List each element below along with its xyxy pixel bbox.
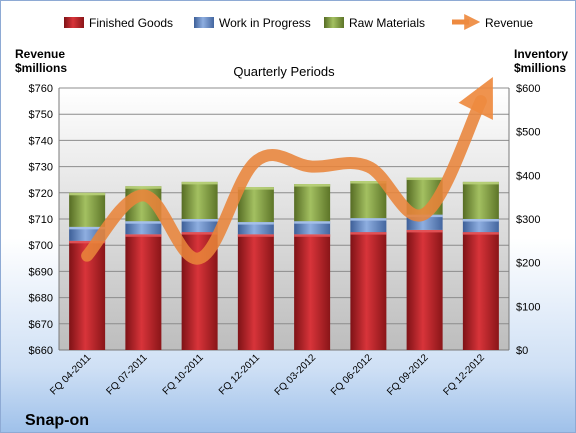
revenue-point-6 [424,213,426,215]
x-tick-label-4: FQ 03-2012 [273,352,319,398]
bar-raw-materials-0 [69,192,106,227]
bar-work-in-progress-1 [125,221,162,235]
legend-label-work-in-progress: Work in Progress [219,16,311,30]
bar-top-raw-materials-3 [237,187,274,190]
bar-finished-goods-6 [406,229,443,350]
revenue-line-layer [81,77,493,265]
bar-top-raw-materials-5 [350,181,387,184]
bar-top-finished-goods-0 [69,240,106,244]
left-tick-label-10: $760 [29,83,53,95]
right-tick-label-6: $600 [516,83,540,95]
bar-top-finished-goods-5 [350,232,387,235]
x-tick-label-0: FQ 04-2011 [48,352,93,397]
bar-work-in-progress-3 [237,222,274,235]
legend-swatch-raw-materials [324,17,344,28]
legend-swatch-work-in-progress [194,17,214,28]
right-tick-label-4: $400 [516,170,540,182]
left-tick-label-9: $750 [29,109,53,121]
bar-raw-materials-4 [294,184,331,222]
chart-title: Quarterly Periods [233,64,335,79]
bar-raw-materials-7 [462,181,499,219]
legend-label-raw-materials: Raw Materials [349,16,425,30]
right-tick-label-2: $200 [516,258,540,270]
left-tick-label-7: $730 [29,162,53,174]
right-axis-title-line2: $millions [514,61,566,75]
right-tick-label-3: $300 [516,214,540,226]
revenue-point-7 [480,100,482,102]
bar-finished-goods-1 [125,234,162,350]
left-tick-label-5: $710 [29,214,53,226]
bar-top-raw-materials-1 [125,186,162,189]
bar-top-raw-materials-4 [294,184,331,187]
left-axis-ticks: $660 $670 $680 $690 $700 $710 $720 $730 $740 $750… [29,83,53,357]
bar-top-work-in-progress-3 [237,222,274,225]
left-tick-label-4: $700 [29,240,53,252]
revenue-line [81,77,493,265]
right-tick-label-1: $100 [516,301,540,313]
x-tick-label-1: FQ 07-2011 [105,352,150,397]
bar-finished-goods-4 [294,234,331,350]
right-axis-ticks: $0 $100 $200 $300 $400 $500 $600 [516,83,540,357]
bar-top-finished-goods-2 [181,232,218,235]
bar-finished-goods-5 [350,232,387,350]
bar-top-work-in-progress-2 [181,219,218,222]
right-tick-label-5: $500 [516,127,540,139]
bar-top-finished-goods-1 [125,234,162,237]
x-tick-label-5: FQ 06-2012 [329,352,375,398]
revenue-point-0 [86,255,88,257]
bar-top-work-in-progress-4 [294,221,331,224]
company-name: Snap-on [25,412,89,429]
left-axis-title-line1: Revenue [15,47,65,61]
left-tick-label-1: $670 [29,319,53,331]
legend-swatch-finished-goods [64,17,84,28]
revenue-point-3 [255,160,257,162]
bar-top-finished-goods-7 [462,232,499,235]
right-axis-title-line1: Inventory [514,47,568,61]
bar-work-in-progress-2 [181,219,218,233]
bar-top-work-in-progress-7 [462,219,499,222]
left-tick-label-8: $740 [29,135,53,147]
bar-top-finished-goods-6 [406,229,443,233]
bar-top-raw-materials-2 [181,181,218,185]
bar-top-work-in-progress-1 [125,221,162,224]
bar-raw-materials-5 [350,181,387,219]
bar-work-in-progress-5 [350,218,387,233]
bar-top-raw-materials-0 [69,192,106,196]
bar-top-work-in-progress-5 [350,218,387,221]
bar-work-in-progress-7 [462,219,499,233]
bar-top-finished-goods-4 [294,234,331,237]
bar-top-finished-goods-3 [237,234,274,237]
left-tick-label-3: $690 [29,266,53,278]
left-axis-title-line2: $millions [15,61,67,75]
revenue-point-5 [367,166,369,168]
bar-raw-materials-3 [237,187,274,223]
revenue-point-2 [199,257,201,259]
x-tick-label-6: FQ 09-2012 [385,352,431,398]
legend: Finished Goods Work in Progress Raw Mate… [64,13,533,31]
x-tick-label-7: FQ 12-2012 [441,352,487,398]
left-tick-label-0: $660 [29,345,53,357]
x-tick-label-3: FQ 12-2011 [217,352,262,397]
bar-raw-materials-2 [181,181,218,219]
legend-label-finished-goods: Finished Goods [89,16,173,30]
revenue-point-4 [311,166,313,168]
left-tick-label-6: $720 [29,188,53,200]
x-axis-labels: FQ 04-2011 FQ 07-2011 FQ 10-2011 FQ 12-2011… [48,352,487,398]
bar-work-in-progress-4 [294,221,331,235]
bar-finished-goods-3 [237,234,274,350]
bar-top-raw-materials-7 [462,181,499,185]
legend-label-revenue: Revenue [485,16,533,30]
right-tick-label-0: $0 [516,345,528,357]
bar-top-raw-materials-6 [406,177,443,181]
x-tick-label-2: FQ 10-2011 [161,352,206,397]
bar-finished-goods-7 [462,232,499,350]
bar-top-work-in-progress-0 [69,226,106,230]
left-tick-label-2: $680 [29,293,53,305]
revenue-point-1 [142,194,144,196]
